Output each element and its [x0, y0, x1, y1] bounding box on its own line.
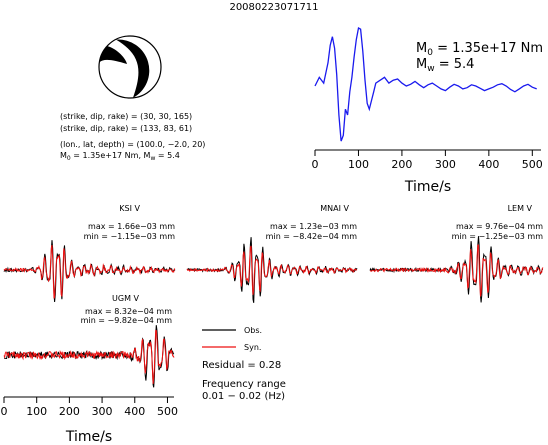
- stf-mw-value: = 5.4: [435, 57, 475, 72]
- residual-label: Residual = 0.28: [202, 360, 281, 371]
- x-tick-label: 100: [348, 158, 369, 171]
- synthetic-trace-ugm: [3, 329, 175, 384]
- x-tick-label: 400: [124, 405, 145, 418]
- max-label-ugm: max = 8.32e−04 mm: [85, 307, 172, 316]
- stf-m0-prefix: M: [416, 41, 427, 56]
- stf-mw-prefix: M: [416, 57, 427, 72]
- waveform-panel-lem: LEM V max = 9.76e−04 mm min = −1.25e−03 …: [369, 204, 544, 303]
- x-tick-label: 500: [157, 405, 178, 418]
- stf-plot: 0 100 200 300 400 500 Time/s M0 = 1.35e+17 Nm…: [312, 26, 543, 195]
- station-label-ksi: KSI V: [119, 204, 140, 213]
- synthetic-trace-ksi: [3, 244, 176, 299]
- min-label-mnai: min = −8.42e−04 mm: [266, 232, 358, 241]
- m0-prefix: M: [60, 151, 67, 160]
- m0-value: = 1.35e+17 Nm, M: [71, 151, 151, 160]
- stf-m0-subscript: 0: [427, 48, 433, 58]
- nodal-plane-2: (strike, dip, rake) = (133, 83, 61): [60, 124, 192, 133]
- x-tick-label: 0: [312, 158, 319, 171]
- x-tick-label: 200: [59, 405, 80, 418]
- legend-observed-label: Obs.: [244, 326, 262, 335]
- stf-series-line: [314, 26, 537, 142]
- frequency-range-value: 0.01 − 0.02 (Hz): [202, 391, 285, 402]
- source-location: (lon., lat, depth) = (100.0, −2.0, 20): [60, 140, 205, 149]
- station-label-lem: LEM V: [508, 204, 533, 213]
- x-tick-label: 0: [1, 405, 8, 418]
- min-label-lem: min = −1.25e−03 mm: [452, 232, 544, 241]
- max-label-ksi: max = 1.66e−03 mm: [88, 222, 175, 231]
- station-label-mnai: MNAI V: [320, 204, 349, 213]
- stf-mw-subscript: w: [427, 64, 434, 74]
- source-moment: M0 = 1.35e+17 Nm, Mw = 5.4: [60, 151, 180, 162]
- max-label-mnai: max = 1.23e−03 mm: [270, 222, 357, 231]
- ugm-ticks: 0 100 200 300 400 500: [1, 397, 178, 418]
- mw-value: = 5.4: [155, 151, 180, 160]
- m0-subscript: 0: [67, 155, 71, 162]
- stf-x-axis-label: Time/s: [404, 179, 451, 195]
- beachball-icon: [98, 35, 162, 99]
- station-label-ugm: UGM V: [112, 294, 140, 303]
- x-tick-label: 400: [478, 158, 499, 171]
- max-label-lem: max = 9.76e−04 mm: [456, 222, 543, 231]
- stf-ticks: 0 100 200 300 400 500: [312, 150, 543, 171]
- ugm-x-axis-label: Time/s: [65, 429, 112, 445]
- stf-moment-annotation: M0 = 1.35e+17 Nm: [416, 41, 543, 58]
- waveform-panel-mnai: MNAI V max = 1.23e−03 mm min = −8.42e−04…: [186, 204, 358, 303]
- waveform-panel-ksi: KSI V max = 1.66e−03 mm min = −1.15e−03 …: [3, 204, 176, 303]
- figure-title: 20080223071711: [229, 2, 318, 13]
- x-tick-label: 100: [26, 405, 47, 418]
- legend: Obs. Syn. Residual = 0.28 Frequency rang…: [202, 326, 286, 402]
- x-tick-label: 200: [391, 158, 412, 171]
- observed-trace-ugm: [3, 325, 175, 388]
- legend-synthetic-label: Syn.: [244, 343, 261, 352]
- stf-m0-value: = 1.35e+17 Nm: [433, 41, 543, 56]
- synthetic-trace-lem: [369, 244, 544, 297]
- waveform-panel-ugm: UGM V max = 8.32e−04 mm min = −9.82e−04 …: [1, 294, 178, 445]
- x-tick-label: 500: [522, 158, 543, 171]
- x-tick-label: 300: [435, 158, 456, 171]
- frequency-range-title: Frequency range: [202, 379, 286, 390]
- stf-magnitude-annotation: Mw = 5.4: [416, 57, 474, 74]
- min-label-ksi: min = −1.15e−03 mm: [84, 232, 176, 241]
- min-label-ugm: min = −9.82e−04 mm: [81, 316, 173, 325]
- synthetic-trace-mnai: [186, 245, 358, 295]
- x-tick-label: 300: [92, 405, 113, 418]
- mw-subscript: w: [150, 155, 155, 162]
- nodal-plane-1: (strike, dip, rake) = (30, 30, 165): [60, 112, 192, 121]
